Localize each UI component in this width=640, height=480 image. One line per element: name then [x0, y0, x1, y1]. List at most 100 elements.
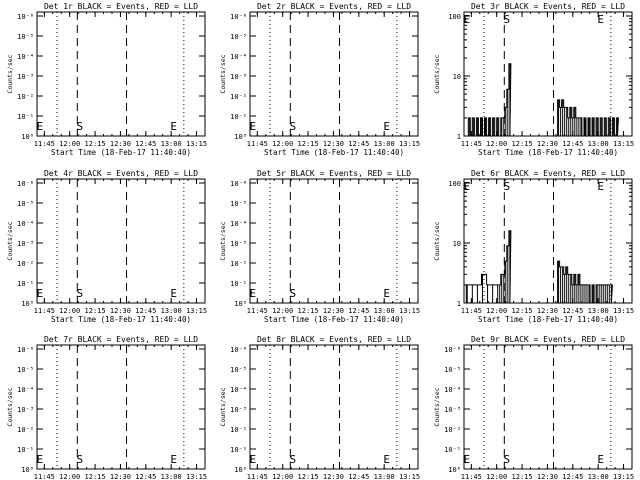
- panel-title: Det 7r BLACK = Events, RED = LLD: [44, 335, 198, 344]
- x-tick-label: 13:15: [613, 140, 634, 148]
- x-axis-label: Start Time (18-Feb-17 11:40:40): [478, 148, 618, 157]
- x-tick-label: 12:30: [323, 140, 344, 148]
- marker-label: E: [597, 453, 604, 466]
- x-tick-label: 12:45: [135, 140, 156, 148]
- y-tick-label: 10⁻²: [17, 426, 34, 434]
- y-tick-label: 10⁻⁵: [17, 366, 34, 374]
- y-tick-label: 10⁻²: [230, 260, 247, 268]
- y-tick-label: 10⁻³: [230, 406, 247, 414]
- x-tick-label: 12:00: [59, 307, 80, 315]
- x-tick-label: 12:15: [298, 473, 319, 480]
- x-tick-label: 13:00: [161, 307, 182, 315]
- y-tick-label: 10⁻¹: [444, 446, 461, 454]
- x-tick-label: 12:45: [562, 140, 583, 148]
- x-tick-label: 13:15: [186, 140, 207, 148]
- y-tick-label: 10⁻¹: [230, 113, 247, 121]
- x-tick-label: 12:15: [85, 307, 106, 315]
- x-tick-label: 12:00: [272, 307, 293, 315]
- panel-title: Det 3r BLACK = Events, RED = LLD: [471, 2, 625, 11]
- marker-label: E: [463, 13, 470, 26]
- x-tick-label: 12:30: [110, 473, 131, 480]
- x-tick-label: 12:30: [110, 140, 131, 148]
- y-tick-label: 10⁰: [234, 466, 247, 474]
- x-tick-label: 13:00: [588, 307, 609, 315]
- marker-label: E: [170, 120, 177, 133]
- x-tick-label: 13:15: [613, 473, 634, 480]
- y-tick-label: 10⁻⁵: [17, 33, 34, 41]
- x-axis-label: Start Time (18-Feb-17 11:40:40): [264, 315, 404, 324]
- plot-frame: [463, 344, 633, 470]
- y-tick-label: 100: [448, 180, 461, 188]
- x-tick-label: 12:45: [135, 307, 156, 315]
- y-tick-label: 10⁻²: [230, 93, 247, 101]
- y-axis-label: Counts/sec: [6, 387, 14, 426]
- panel-det4: Det 4r BLACK = Events, RED = LLD 10⁰ 10⁻¹ 1…: [6, 169, 207, 324]
- marker-label: E: [597, 13, 604, 26]
- x-tick-label: 13:15: [399, 473, 420, 480]
- y-tick-label: 10⁻³: [17, 73, 34, 81]
- y-tick-label: 10⁻³: [230, 73, 247, 81]
- y-tick-label: 10⁻⁶: [230, 180, 247, 188]
- x-tick-label: 12:00: [486, 307, 507, 315]
- y-tick-label: 10⁻⁶: [230, 13, 247, 21]
- x-tick-label: 11:45: [247, 473, 268, 480]
- y-axis-label: Counts/sec: [433, 387, 441, 426]
- y-tick-label: 10⁻⁵: [230, 33, 247, 41]
- x-axis-label: Start Time (18-Feb-17 11:40:40): [264, 148, 404, 157]
- x-tick-label: 12:00: [486, 473, 507, 480]
- x-tick-label: 12:30: [537, 307, 558, 315]
- x-tick-label: 12:15: [298, 140, 319, 148]
- x-tick-label: 12:30: [323, 473, 344, 480]
- y-tick-label: 100: [448, 13, 461, 21]
- x-tick-label: 12:45: [348, 473, 369, 480]
- x-tick-label: 12:15: [85, 140, 106, 148]
- x-tick-label: 11:45: [461, 140, 482, 148]
- y-tick-label: 10: [453, 240, 461, 248]
- y-tick-label: 10⁻²: [444, 426, 461, 434]
- y-tick-label: 10⁻⁴: [230, 386, 247, 394]
- panel-title: Det 4r BLACK = Events, RED = LLD: [44, 169, 198, 178]
- y-tick-label: 10⁻³: [230, 240, 247, 248]
- y-tick-label: 10⁰: [448, 466, 461, 474]
- x-tick-label: 13:00: [588, 473, 609, 480]
- x-axis-label: Start Time (18-Feb-17 11:40:40): [51, 315, 191, 324]
- marker-label: S: [504, 453, 511, 466]
- x-tick-label: 12:45: [135, 473, 156, 480]
- y-tick-label: 10⁻¹: [17, 280, 34, 288]
- x-tick-label: 13:15: [399, 307, 420, 315]
- x-tick-label: 13:00: [374, 473, 395, 480]
- marker-label: S: [77, 453, 84, 466]
- x-tick-label: 11:45: [34, 473, 55, 480]
- y-tick-label: 10⁻³: [444, 406, 461, 414]
- plot-frame: [36, 344, 206, 470]
- panel-title: Det 1r BLACK = Events, RED = LLD: [44, 2, 198, 11]
- y-axis-label: Counts/sec: [6, 221, 14, 260]
- x-tick-label: 13:00: [374, 140, 395, 148]
- marker-label: E: [597, 180, 604, 193]
- x-tick-label: 13:00: [588, 140, 609, 148]
- y-tick-label: 10⁻⁵: [230, 200, 247, 208]
- marker-label: E: [383, 287, 390, 300]
- marker-label: E: [463, 180, 470, 193]
- x-tick-label: 11:45: [461, 307, 482, 315]
- x-tick-label: 12:45: [562, 473, 583, 480]
- y-tick-label: 10⁰: [21, 466, 34, 474]
- panel-det1: Det 1r BLACK = Events, RED = LLD 10⁰ 10⁻¹ 1…: [6, 2, 207, 157]
- x-tick-label: 11:45: [247, 307, 268, 315]
- y-axis-label: Counts/sec: [433, 221, 441, 260]
- x-tick-label: 12:30: [323, 307, 344, 315]
- y-tick-label: 10⁻²: [17, 93, 34, 101]
- panel-det7: Det 7r BLACK = Events, RED = LLD 10⁰ 10⁻¹ 1…: [6, 335, 207, 480]
- x-tick-label: 12:15: [512, 140, 533, 148]
- panel-det6: Det 6r BLACK = Events, RED = LLD 1 10 100 Co…: [433, 169, 634, 324]
- x-tick-label: 12:00: [272, 473, 293, 480]
- marker-label: E: [36, 287, 43, 300]
- plot-frame: [463, 178, 633, 304]
- y-axis-label: Counts/sec: [219, 387, 227, 426]
- marker-label: S: [290, 120, 297, 133]
- plot-frame: [36, 11, 206, 137]
- x-tick-label: 13:00: [161, 140, 182, 148]
- panel-det9: Det 9r BLACK = Events, RED = LLD 10⁰ 10⁻¹ 1…: [433, 335, 634, 480]
- marker-label: S: [77, 120, 84, 133]
